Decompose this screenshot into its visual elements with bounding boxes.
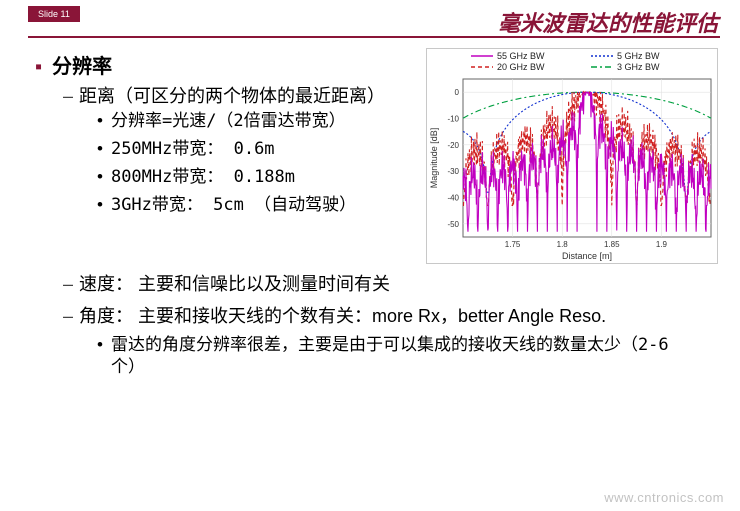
svg-text:20 GHz BW: 20 GHz BW xyxy=(497,62,545,72)
bullet-speed: – 速度： 主要和信噪比以及测量时间有关 xyxy=(63,272,720,296)
svg-text:-50: -50 xyxy=(447,220,459,229)
bullet-text: 分辨率 xyxy=(52,54,112,80)
svg-text:0: 0 xyxy=(455,88,460,97)
page-title: 毫米波雷达的性能评估 xyxy=(498,6,718,38)
watermark: www.cntronics.com xyxy=(604,490,724,505)
dash-icon: – xyxy=(63,272,73,296)
dash-icon: – xyxy=(63,304,73,328)
dot-icon: • xyxy=(97,334,103,356)
svg-text:-30: -30 xyxy=(447,167,459,176)
bullet-text: 距离（可区分的两个物体的最近距离） xyxy=(79,84,385,108)
magnitude-chart: 1.75 1.8 1.85 1.9 -50 -40 -30 -20 -10 0 Distance [… xyxy=(426,48,718,264)
title-underline xyxy=(28,36,720,38)
dash-icon: – xyxy=(63,84,73,108)
svg-text:-40: -40 xyxy=(447,194,459,203)
svg-text:1.75: 1.75 xyxy=(505,240,521,249)
bullet-text: 分辨率=光速/（2倍雷达带宽） xyxy=(111,110,346,132)
dot-icon: • xyxy=(97,138,103,160)
svg-text:1.85: 1.85 xyxy=(604,240,620,249)
square-bullet-icon: ▪ xyxy=(35,54,42,80)
slide-number-tag: Slide 11 xyxy=(28,6,80,22)
svg-text:1.8: 1.8 xyxy=(557,240,569,249)
svg-text:-20: -20 xyxy=(447,141,459,150)
svg-text:3 GHz BW: 3 GHz BW xyxy=(617,62,660,72)
bullet-text: 250MHz带宽： 0.6m xyxy=(111,138,275,160)
svg-text:1.9: 1.9 xyxy=(656,240,668,249)
bullet-text: 3GHz带宽： 5cm （自动驾驶） xyxy=(111,194,356,216)
dot-icon: • xyxy=(97,194,103,216)
bullet-text: 雷达的角度分辨率很差，主要是由于可以集成的接收天线的数量太少（2-6个） xyxy=(111,334,681,378)
svg-text:Magnitude [dB]: Magnitude [dB] xyxy=(429,128,439,189)
svg-text:55 GHz BW: 55 GHz BW xyxy=(497,51,545,61)
chart-svg: 1.75 1.8 1.85 1.9 -50 -40 -30 -20 -10 0 Distance [… xyxy=(427,49,719,265)
svg-text:-10: -10 xyxy=(447,115,459,124)
dot-icon: • xyxy=(97,166,103,188)
bullet-angle: – 角度： 主要和接收天线的个数有关：more Rx，better Angle … xyxy=(63,304,720,328)
svg-text:Distance [m]: Distance [m] xyxy=(562,251,612,261)
svg-text:5 GHz BW: 5 GHz BW xyxy=(617,51,660,61)
bullet-angle-note: • 雷达的角度分辨率很差，主要是由于可以集成的接收天线的数量太少（2-6个） xyxy=(97,334,720,378)
bullet-text: 800MHz带宽： 0.188m xyxy=(111,166,295,188)
bullet-text: 角度： 主要和接收天线的个数有关：more Rx，better Angle Re… xyxy=(79,304,606,328)
dot-icon: • xyxy=(97,110,103,132)
bullet-text: 速度： 主要和信噪比以及测量时间有关 xyxy=(79,272,390,296)
